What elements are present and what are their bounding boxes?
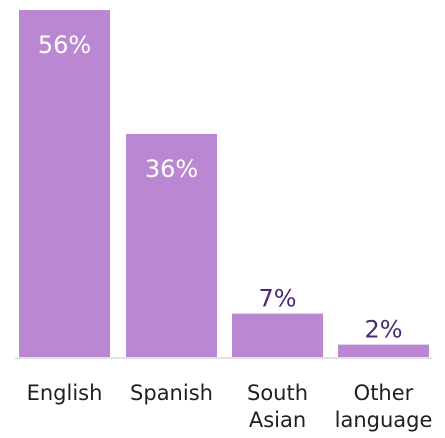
tick-label-other-language: Other language	[335, 381, 433, 432]
bar-spanish	[126, 133, 217, 357]
tick-label-english: English	[27, 381, 103, 405]
bar-english	[19, 10, 110, 357]
tick-label-south-asian: South Asian	[247, 381, 308, 432]
tick-label-spanish: Spanish	[130, 381, 213, 405]
data-label-south-asian: 7%	[258, 285, 296, 313]
bar-other-language	[338, 344, 429, 357]
data-label-spanish: 36%	[145, 155, 198, 183]
data-label-other-language: 2%	[364, 316, 402, 344]
data-label-english: 56%	[38, 31, 91, 59]
bar-south-asian	[232, 313, 323, 357]
